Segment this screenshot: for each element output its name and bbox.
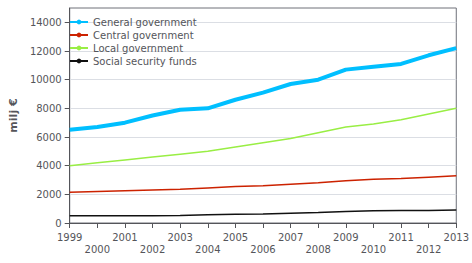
- svg-text:2011: 2011: [388, 232, 413, 243]
- svg-text:Local government: Local government: [93, 43, 183, 54]
- svg-text:2009: 2009: [333, 232, 358, 243]
- svg-text:Social security funds: Social security funds: [93, 56, 197, 67]
- svg-text:2006: 2006: [250, 244, 275, 255]
- svg-text:General government: General government: [93, 17, 197, 28]
- svg-text:2012: 2012: [416, 244, 441, 255]
- svg-text:8000: 8000: [36, 103, 61, 114]
- svg-text:4000: 4000: [36, 160, 61, 171]
- svg-text:2000: 2000: [36, 189, 61, 200]
- svg-text:2002: 2002: [140, 244, 165, 255]
- svg-text:10000: 10000: [30, 74, 62, 85]
- svg-text:2005: 2005: [223, 232, 248, 243]
- svg-text:0: 0: [55, 218, 61, 229]
- svg-text:14000: 14000: [30, 17, 62, 28]
- svg-text:2004: 2004: [195, 244, 220, 255]
- svg-text:milj €: milj €: [7, 98, 20, 132]
- svg-text:2003: 2003: [167, 232, 192, 243]
- svg-text:2013: 2013: [444, 232, 469, 243]
- svg-text:2008: 2008: [305, 244, 330, 255]
- svg-text:1999: 1999: [57, 232, 82, 243]
- svg-text:2000: 2000: [85, 244, 110, 255]
- svg-text:12000: 12000: [30, 46, 62, 57]
- svg-text:6000: 6000: [36, 132, 61, 143]
- svg-text:2007: 2007: [278, 232, 303, 243]
- svg-text:Central government: Central government: [93, 30, 194, 41]
- svg-text:2010: 2010: [361, 244, 386, 255]
- svg-text:2001: 2001: [112, 232, 137, 243]
